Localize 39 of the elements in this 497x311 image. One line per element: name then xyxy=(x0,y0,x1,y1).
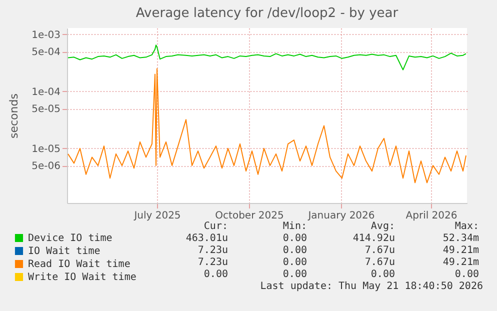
line-series xyxy=(68,68,466,184)
legend-label: IO Wait time xyxy=(28,246,100,257)
chart-title: Average latency for /dev/loop2 - by year xyxy=(136,6,399,21)
text: 7.23u xyxy=(196,257,228,269)
text: 0.00 xyxy=(282,257,307,269)
y-tick-label: 5e-06 xyxy=(32,161,60,172)
text: 0.00 xyxy=(202,269,228,281)
text: Last update: Thu May 21 18:40:50 2026 xyxy=(260,281,483,292)
text: 49.21m xyxy=(442,245,479,257)
y-tick-label: 1e-04 xyxy=(32,86,60,98)
x-tick-label: July 2025 xyxy=(133,210,181,222)
x-tick-label: April 2026 xyxy=(406,210,458,222)
legend-label: Device IO time xyxy=(28,233,112,244)
text: 0.00 xyxy=(370,269,395,281)
text: 7.23u xyxy=(196,245,228,257)
text: 463.01u xyxy=(184,233,228,245)
text: 0.00 xyxy=(454,269,479,281)
x-tick-label: January 2026 xyxy=(307,210,375,222)
text: 7.67u xyxy=(364,257,395,269)
text: 0.00 xyxy=(282,245,307,257)
y-tick-label: 5e-04 xyxy=(32,47,60,58)
y-tick-label: 5e-05 xyxy=(32,104,60,116)
legend-label: Read IO Wait time xyxy=(28,259,130,270)
x-tick-label: October 2025 xyxy=(215,210,284,222)
y-tick-label: 1e-03 xyxy=(32,30,60,41)
y-tick-label: 1e-05 xyxy=(32,144,60,155)
text: 49.21m xyxy=(442,257,479,269)
line-series xyxy=(68,44,466,70)
text: 0.00 xyxy=(282,233,307,245)
text: 0.00 xyxy=(282,269,307,281)
text: Cur: xyxy=(202,221,228,233)
text: Min: xyxy=(282,221,307,233)
text: 7.67u xyxy=(364,245,395,257)
text: Avg: xyxy=(370,221,395,233)
y-axis-title: seconds xyxy=(8,93,21,138)
text: Max: xyxy=(454,221,479,233)
text: 414.92u xyxy=(352,233,395,245)
legend-label: Write IO Wait time xyxy=(28,272,136,283)
text: 52.34m xyxy=(442,233,479,245)
